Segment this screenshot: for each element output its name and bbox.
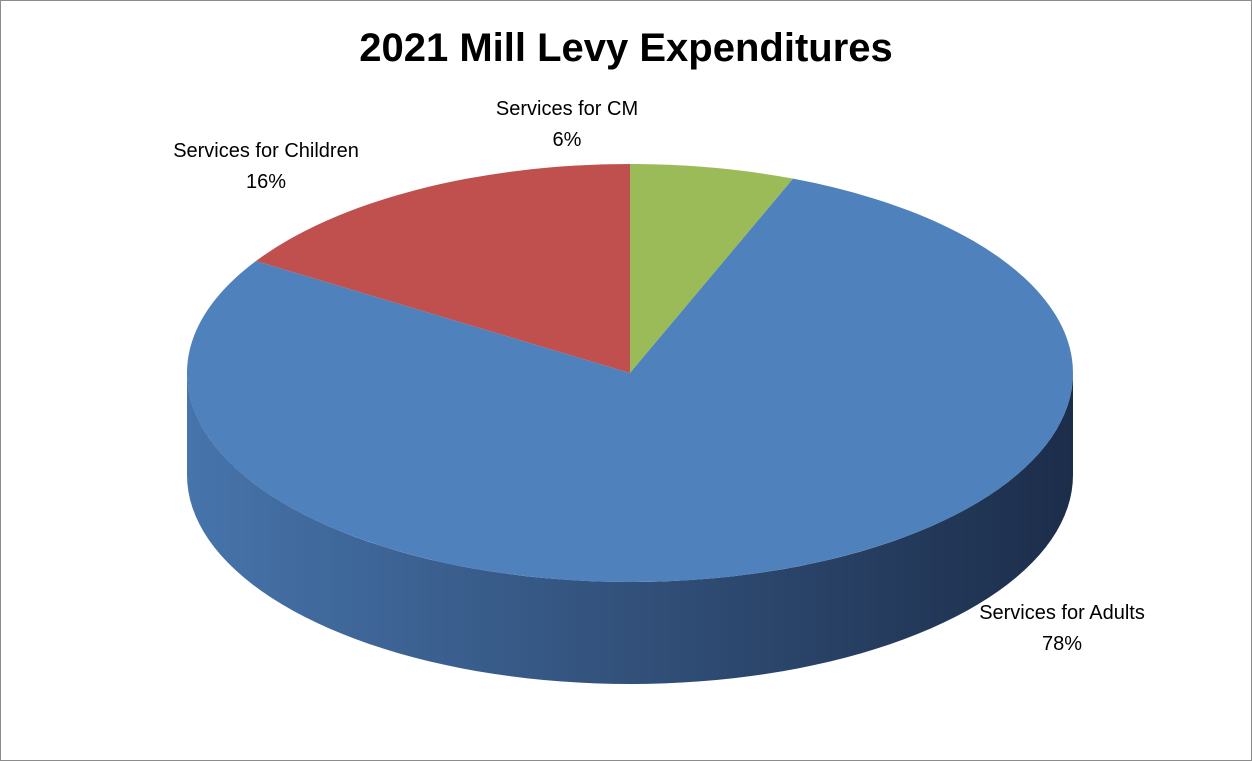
- data-label-category: Services for Children: [173, 140, 359, 162]
- data-label-percent: 6%: [553, 129, 582, 151]
- data-label-percent: 16%: [246, 171, 286, 193]
- data-label-services-for-adults: Services for Adults 78%: [979, 602, 1145, 655]
- data-label-category: Services for CM: [496, 98, 638, 120]
- data-label-percent: 78%: [1042, 633, 1082, 655]
- pie-slices: [187, 164, 1073, 582]
- data-label-services-for-cm: Services for CM 6%: [496, 98, 638, 151]
- data-label-services-for-children: Services for Children 16%: [173, 140, 359, 193]
- data-label-category: Services for Adults: [979, 602, 1145, 624]
